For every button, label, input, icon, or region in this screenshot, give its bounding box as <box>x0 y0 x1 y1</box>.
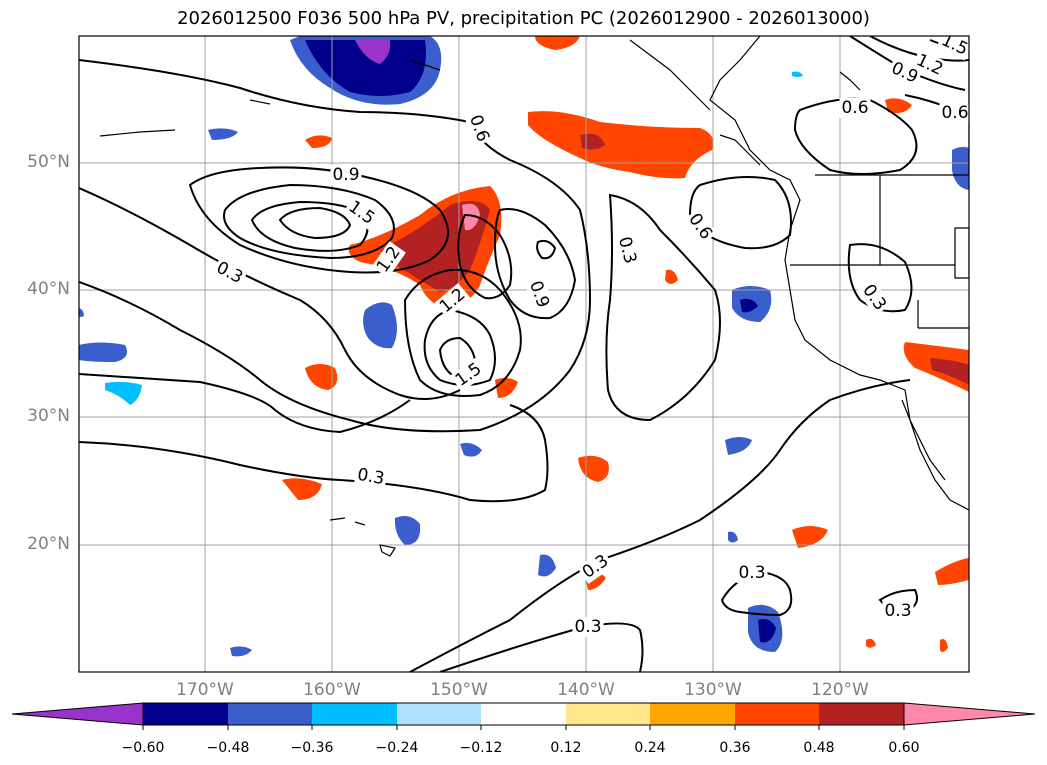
colorbar-segment <box>566 703 651 725</box>
contour-label: 0.3 <box>614 235 640 266</box>
lon-label: 130°W <box>684 680 742 700</box>
contour-label-bg <box>434 283 471 319</box>
colorbar-tick-label: 0.48 <box>803 740 835 756</box>
contour-label-bg <box>857 279 892 317</box>
contour-label-bg <box>577 549 615 584</box>
contour-label: 0.3 <box>858 281 890 315</box>
colorbar-tick-label: 0.60 <box>888 740 920 756</box>
contour-label-bg <box>211 256 248 290</box>
contour-label-bg <box>936 36 969 61</box>
colorbar-segment <box>397 703 482 725</box>
colorbar-extend-high <box>903 702 1036 726</box>
lon-label: 160°W <box>303 680 361 700</box>
colorbar-tick-label: 0.36 <box>719 740 751 756</box>
contour-label-bg <box>342 195 380 230</box>
contour-label-bg <box>839 98 871 118</box>
contour-label-bg <box>371 241 406 279</box>
contour-label: 0.6 <box>941 103 968 123</box>
contour-label-bg <box>886 57 923 89</box>
colorbar-tick-label: −0.48 <box>206 740 250 756</box>
contour-label: 0.3 <box>356 465 386 489</box>
contour-label: 0.3 <box>884 601 911 621</box>
colorbar-tick-label: 0.12 <box>550 740 582 756</box>
lat-label: 50°N <box>27 152 70 172</box>
lon-label: 120°W <box>811 680 869 700</box>
colorbar-segment <box>312 703 397 725</box>
precip-fields <box>79 36 969 657</box>
precip-positive-gulf <box>528 111 714 179</box>
contour-label-bg <box>683 208 718 246</box>
contour-label-bg <box>911 49 948 81</box>
colorbar-tick-label: −0.60 <box>121 740 165 756</box>
colorbar-segment <box>481 703 566 725</box>
lon-label: 150°W <box>430 680 488 700</box>
colorbar-segment <box>819 703 904 725</box>
colorbar-segment <box>143 703 228 725</box>
contour-label: 0.3 <box>579 551 613 583</box>
contour-label-bg <box>882 601 914 621</box>
colorbar-tick-label: −0.12 <box>459 740 503 756</box>
contour-label-bg <box>353 464 388 490</box>
colorbar-segment <box>735 703 820 725</box>
map-title: 2026012500 F036 500 hPa PV, precipitatio… <box>177 8 870 29</box>
contour-label: 0.3 <box>574 617 601 637</box>
lat-label: 20°N <box>27 534 70 554</box>
contour-label: 0.6 <box>841 98 868 118</box>
contour-label-bg <box>464 110 494 147</box>
lon-label: 170°W <box>176 680 234 700</box>
lon-label: 140°W <box>557 680 615 700</box>
contour-label-bg <box>939 103 969 123</box>
map-frame <box>78 35 970 673</box>
colorbar-extend-low <box>11 702 144 726</box>
colorbar <box>11 702 1036 730</box>
contour-label: 0.3 <box>738 563 765 583</box>
contour-label-bg <box>524 276 554 313</box>
colorbar-segment <box>228 703 313 725</box>
contour-label-bg <box>330 165 362 185</box>
contour-label-bg <box>613 232 641 268</box>
contour-label-bg <box>736 563 768 583</box>
coastlines <box>99 36 969 557</box>
colorbar-tick-label: −0.36 <box>290 740 334 756</box>
contour-label: 0.9 <box>332 165 359 185</box>
contour-label-bg <box>572 617 604 637</box>
colorbar-segment <box>650 703 735 725</box>
contour-label-bg <box>450 357 488 392</box>
lat-label: 40°N <box>27 279 70 299</box>
colorbar-tick-label: 0.24 <box>634 740 666 756</box>
colorbar-tick-label: −0.24 <box>375 740 419 756</box>
contour-label: 1.5 <box>452 359 486 391</box>
lat-label: 30°N <box>27 406 70 426</box>
